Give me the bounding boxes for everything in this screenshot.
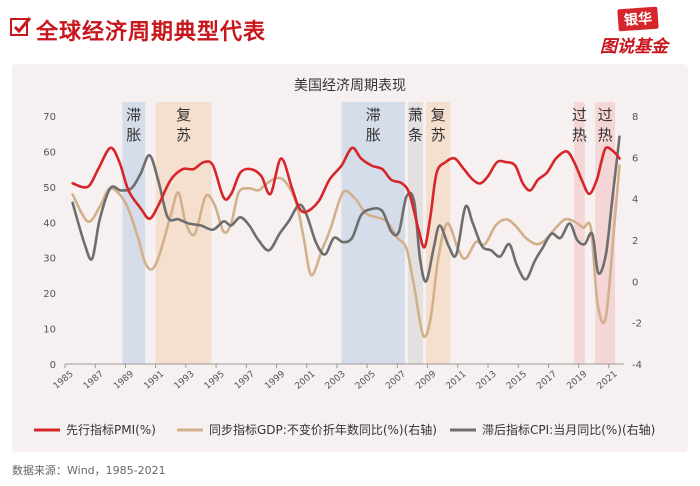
brand-logo-bottom: 图说基金	[600, 37, 668, 57]
phase-band	[574, 102, 585, 364]
chart-title: 美国经济周期表现	[294, 78, 406, 94]
x-tick-label: 2001	[293, 369, 317, 391]
phase-label: 胀	[126, 126, 141, 144]
phase-label: 萧	[408, 106, 423, 124]
phase-label: 热	[598, 126, 613, 144]
phase-label: 过	[572, 106, 587, 124]
chart-series	[71, 135, 621, 338]
phase-band	[407, 102, 424, 364]
y-right-tick-label: 8	[632, 112, 638, 123]
y-left-tick-label: 10	[43, 325, 56, 336]
y-right-tick-label: 6	[632, 153, 638, 164]
phase-label: 过	[598, 106, 613, 124]
x-tick-label: 2009	[414, 369, 438, 392]
y-right-tick-label: 0	[632, 277, 638, 288]
y-right-tick-label: -4	[632, 360, 642, 371]
x-tick-label: 2003	[324, 369, 348, 391]
phase-label: 条	[408, 126, 423, 144]
y-left-tick-label: 50	[43, 183, 56, 194]
y-left-tick-label: 70	[43, 112, 56, 123]
phase-label: 苏	[176, 126, 191, 144]
phase-label: 滞	[366, 106, 381, 124]
x-tick-label: 2021	[596, 369, 620, 391]
x-tick-label: 1997	[233, 369, 257, 391]
x-tick-label: 2015	[505, 369, 529, 391]
phase-label: 复	[431, 106, 446, 124]
checkbox-check-icon	[10, 17, 32, 36]
series-line	[71, 146, 621, 249]
chart-legend: 先行指标PMI(%) 同步指标GDP:不变价折年数同比(%)(右轴) 滞后指标CPI…	[34, 422, 655, 437]
x-tick-label: 1989	[112, 369, 136, 392]
x-tick-label: 1993	[173, 369, 197, 391]
legend-label: 滞后指标CPI:当月同比(%)(右轴)	[482, 422, 655, 437]
data-source-note: 数据来源：Wind，1985-2021	[12, 464, 166, 477]
x-tick-label: 2005	[354, 369, 378, 391]
legend-label: 同步指标GDP:不变价折年数同比(%)(右轴)	[209, 422, 437, 437]
x-tick-label: 2007	[384, 369, 408, 391]
x-tick-label: 2017	[535, 369, 559, 391]
y-left-tick-label: 40	[43, 218, 56, 229]
x-tick-label: 1991	[142, 369, 166, 391]
phase-label: 热	[572, 126, 587, 144]
phase-label: 胀	[366, 126, 381, 144]
y-right-tick-label: -2	[632, 319, 642, 330]
x-tick-label: 2019	[565, 369, 589, 392]
y-left-tick-label: 20	[43, 289, 56, 300]
phase-band	[122, 102, 146, 364]
brand-logo-top: 银华	[617, 6, 659, 32]
y-right-tick-label: 2	[632, 236, 638, 247]
x-tick-label: 2013	[475, 369, 499, 391]
y-left-tick-label: 0	[50, 360, 56, 371]
y-left-tick-label: 60	[43, 147, 56, 158]
y-left-tick-label: 30	[43, 254, 56, 265]
x-tick-label: 1985	[52, 369, 76, 391]
phase-label: 苏	[431, 126, 446, 144]
x-tick-label: 1987	[82, 369, 106, 391]
y-right-tick-label: 4	[632, 195, 638, 206]
x-tick-label: 1999	[263, 369, 287, 392]
x-tick-label: 1995	[203, 369, 227, 391]
legend-label: 先行指标PMI(%)	[66, 422, 156, 437]
phase-label: 滞	[126, 106, 141, 124]
phase-label: 复	[176, 106, 191, 124]
x-tick-label: 2011	[445, 369, 469, 391]
brand-logo: 银华 图说基金	[596, 6, 694, 58]
series-line	[71, 135, 621, 283]
page-title: 全球经济周期典型代表	[36, 20, 267, 45]
